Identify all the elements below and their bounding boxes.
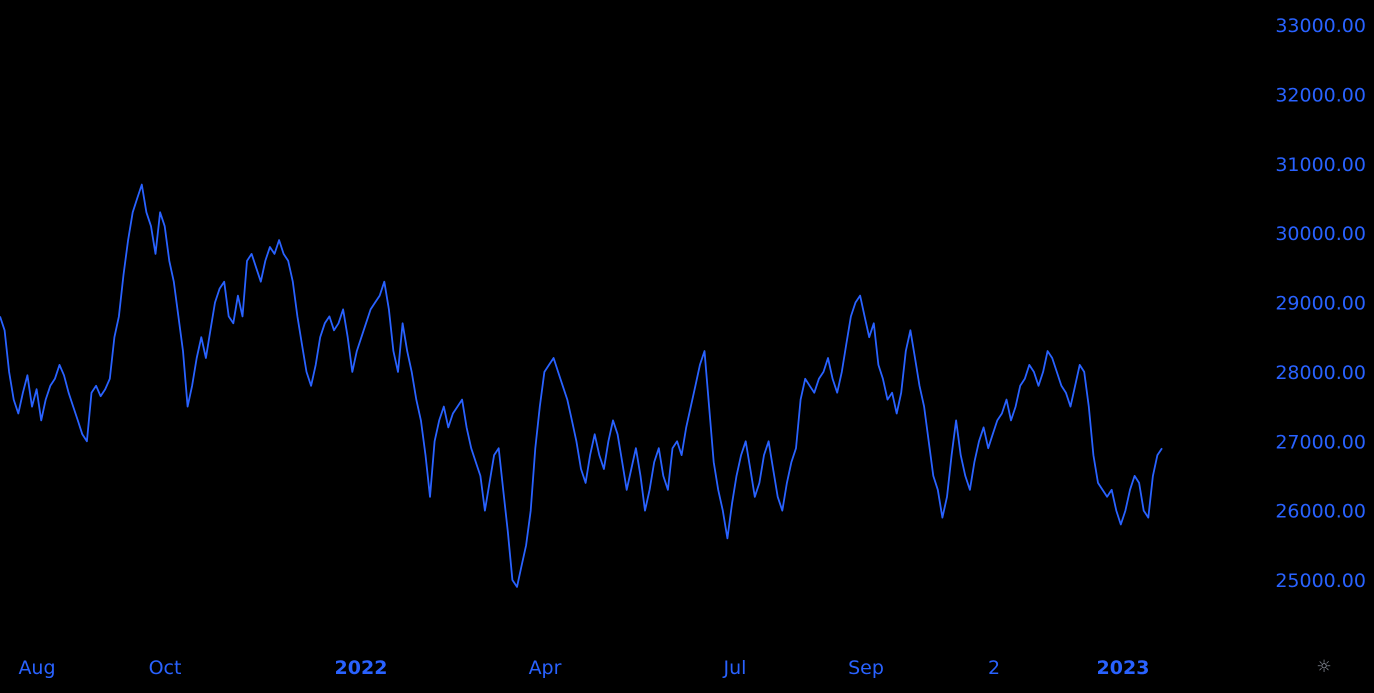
y-tick-label: 29000.00 — [1275, 293, 1366, 315]
gear-icon[interactable]: ☼ — [1316, 657, 1332, 677]
y-axis: 25000.00 26000.00 27000.00 28000.00 29000.00… — [1275, 15, 1366, 592]
series-line — [0, 183, 1163, 588]
series-layer — [0, 183, 1163, 588]
y-tick-label: 27000.00 — [1275, 431, 1366, 453]
y-tick-label: 25000.00 — [1275, 570, 1366, 592]
x-tick-label: Apr — [529, 657, 562, 679]
y-tick-label: 30000.00 — [1275, 223, 1366, 245]
x-tick-label: Aug — [18, 657, 55, 679]
y-tick-label: 28000.00 — [1275, 362, 1366, 384]
x-tick-label: 2 — [988, 657, 1000, 679]
y-tick-label: 26000.00 — [1275, 501, 1366, 523]
x-tick-label: Sep — [848, 657, 884, 679]
y-tick-label: 32000.00 — [1275, 84, 1366, 106]
x-tick-label: 2023 — [1097, 657, 1150, 679]
y-tick-label: 33000.00 — [1275, 15, 1366, 37]
x-tick-label: Oct — [149, 657, 182, 679]
y-tick-label: 31000.00 — [1275, 154, 1366, 176]
x-tick-label: Jul — [723, 657, 747, 679]
x-tick-label: 2022 — [335, 657, 388, 679]
x-axis: Aug Oct 2022 Apr Jul Sep 2 2023 — [18, 657, 1149, 679]
